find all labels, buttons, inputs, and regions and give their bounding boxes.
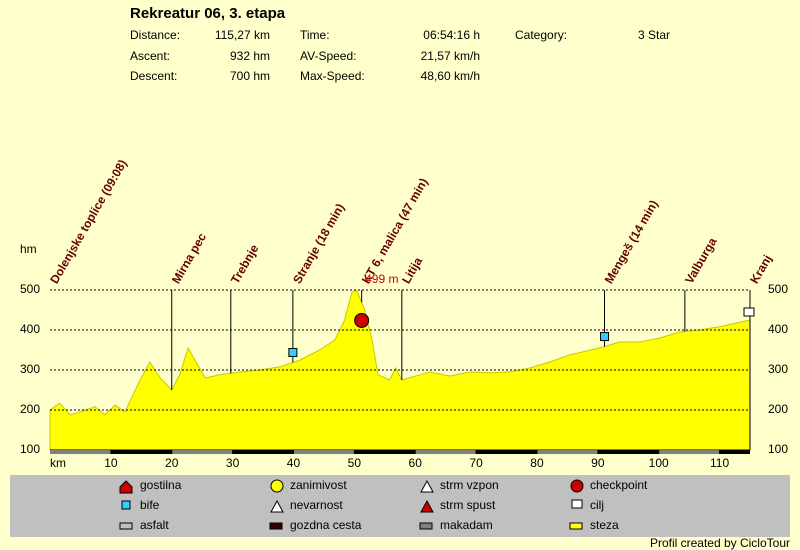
stat-label: Distance:	[130, 28, 180, 42]
y-tick-label: 100	[20, 442, 40, 456]
legend-label: makadam	[440, 518, 493, 532]
x-tick-label: 30	[226, 456, 240, 470]
icon-bife	[600, 332, 610, 342]
axis-band	[536, 450, 598, 454]
y-axis-label: hm	[20, 242, 37, 256]
stat-value: 3 Star	[638, 28, 670, 42]
axis-band	[354, 450, 416, 454]
y2-tick-label: 400	[768, 322, 788, 336]
x-tick-label: 50	[348, 456, 362, 470]
stat-label: Max-Speed:	[300, 69, 365, 83]
axis-band	[293, 450, 355, 454]
stat-value: 21,57 km/h	[421, 49, 480, 63]
stat-value: 700 hm	[230, 69, 270, 83]
axis-band	[232, 450, 294, 454]
y-tick-label: 200	[20, 402, 40, 416]
icon-finish	[743, 307, 755, 317]
legend-label: bife	[140, 498, 160, 512]
axis-band	[597, 450, 659, 454]
peak-label: 499 m	[365, 272, 398, 286]
y2-tick-label: 500	[768, 282, 788, 296]
icon-stop	[354, 312, 370, 328]
x-axis-label: km	[50, 456, 66, 470]
y-tick-label: 500	[20, 282, 40, 296]
x-tick-label: 80	[530, 456, 544, 470]
stat-value: 48,60 km/h	[421, 69, 480, 83]
x-tick-label: 40	[287, 456, 301, 470]
x-tick-label: 70	[469, 456, 483, 470]
axis-band	[415, 450, 477, 454]
axis-band	[110, 450, 172, 454]
y2-tick-label: 100	[768, 442, 788, 456]
y-tick-label: 400	[20, 322, 40, 336]
axis-band	[719, 450, 750, 454]
x-tick-label: 60	[409, 456, 423, 470]
stat-value: 115,27 km	[215, 28, 270, 42]
x-tick-label: 90	[591, 456, 605, 470]
legend-label: strm vzpon	[440, 478, 499, 492]
stat-label: Time:	[300, 28, 330, 42]
y2-tick-label: 200	[768, 402, 788, 416]
x-tick-label: 10	[104, 456, 118, 470]
plot	[49, 289, 755, 454]
x-tick-label: 20	[165, 456, 179, 470]
x-tick-label: 100	[649, 456, 669, 470]
legend-label: cilj	[590, 498, 604, 512]
axis-band	[50, 450, 111, 454]
icon-bife	[288, 347, 298, 357]
legend-icons	[119, 479, 584, 530]
y-tick-label: 300	[20, 362, 40, 376]
axis-band	[658, 450, 720, 454]
stat-label: AV-Speed:	[300, 49, 356, 63]
title: Rekreatur 06, 3. etapa	[130, 5, 286, 22]
x-tick-label: 110	[710, 456, 729, 470]
legend-label: nevarnost	[290, 498, 343, 512]
stat-label: Ascent:	[130, 49, 170, 63]
footer: Profil created by CicloTour	[650, 536, 790, 550]
legend-label: strm spust	[440, 498, 496, 512]
stat-value: 932 hm	[230, 49, 270, 63]
stat-value: 06:54:16 h	[423, 28, 480, 42]
legend-label: gostilna	[140, 478, 182, 492]
stat-label: Category:	[515, 28, 567, 42]
axis-band	[476, 450, 537, 454]
legend-label: asfalt	[140, 518, 169, 532]
axis-band	[171, 450, 233, 454]
stat-label: Descent:	[130, 69, 177, 83]
legend-label: gozdna cesta	[290, 518, 362, 532]
legend-label: checkpoint	[590, 478, 648, 492]
legend-label: steza	[590, 518, 619, 532]
legend-box	[10, 475, 790, 537]
legend-label: zanimivost	[290, 478, 347, 492]
y2-tick-label: 300	[768, 362, 788, 376]
